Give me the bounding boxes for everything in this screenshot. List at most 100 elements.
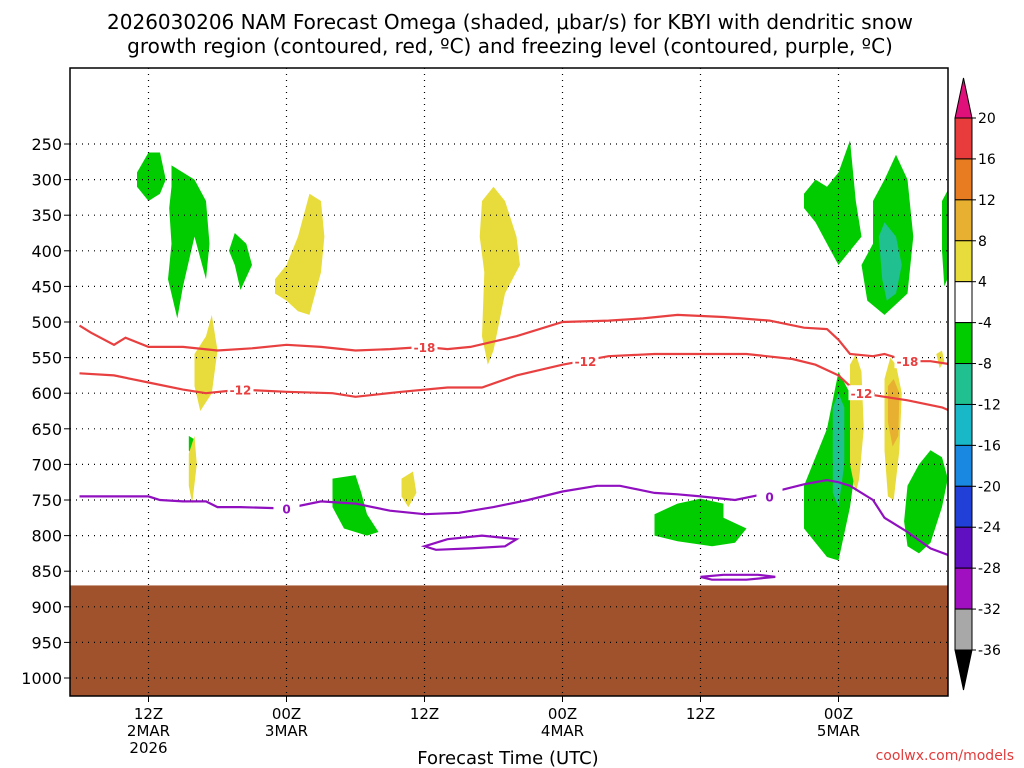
omega-strong-ascent-region-0 xyxy=(878,222,902,301)
omega-strong-ascent-region-1 xyxy=(832,393,845,508)
colorbar-label-9: -20 xyxy=(978,479,1001,495)
x-tick-label-12-1: 2MAR xyxy=(127,722,170,740)
omega-ascent-region-1 xyxy=(168,165,210,319)
colorbar-top-arrow xyxy=(954,77,973,119)
omega-ascent-region-7 xyxy=(804,140,862,265)
omega-descent-region-0 xyxy=(194,314,218,411)
x-tick-label-24-0: 00Z xyxy=(272,705,301,723)
colorbar-box-7 xyxy=(954,403,973,446)
y-tick-label-500: 500 xyxy=(31,313,62,332)
y-tick-label-800: 800 xyxy=(31,527,62,546)
colorbar-box-2 xyxy=(954,199,973,242)
x-tick-label-48-1: 4MAR xyxy=(541,722,584,740)
y-tick-label-950: 950 xyxy=(31,633,62,652)
terrain-fill xyxy=(70,585,948,696)
y-tick-label-700: 700 xyxy=(31,455,62,474)
colorbar-box-11 xyxy=(954,567,973,610)
dendritic-lower-contour xyxy=(79,352,948,412)
omega-descent-region-5 xyxy=(850,354,864,493)
chart-title-line-1: 2026030206 NAM Forecast Omega (shaded, μ… xyxy=(107,10,913,34)
freezing-level-label-1: 0 xyxy=(765,490,773,504)
y-tick-label-400: 400 xyxy=(31,242,62,261)
dendritic-upper-label-bg-0 xyxy=(411,338,438,354)
colorbar-box-9 xyxy=(954,485,973,528)
colorbar-label-3: 8 xyxy=(978,234,987,250)
y-tick-label-750: 750 xyxy=(31,491,62,510)
y-tick-label-300: 300 xyxy=(31,171,62,190)
freezing-level-contour xyxy=(79,478,948,557)
y-tick-label-850: 850 xyxy=(31,562,62,581)
omega-descent-region-4 xyxy=(479,186,520,365)
colorbar-box-4 xyxy=(954,281,973,324)
omega-strong-descent-region-0 xyxy=(887,379,900,447)
y-tick-label-600: 600 xyxy=(31,384,62,403)
omega-ascent-region-2 xyxy=(229,233,252,290)
colorbar-label-10: -24 xyxy=(978,520,1001,536)
colorbar-box-8 xyxy=(954,444,973,487)
omega-ascent-region-10 xyxy=(804,371,856,561)
freezing-loop-1 xyxy=(700,573,776,581)
x-axis-title: Forecast Time (UTC) xyxy=(417,748,598,768)
dendritic-upper-label-0: -18 xyxy=(414,341,436,355)
colorbar-box-5 xyxy=(954,322,973,365)
y-tick-label-350: 350 xyxy=(31,206,62,225)
x-tick-label-60-0: 12Z xyxy=(686,705,715,723)
colorbar-label-13: -36 xyxy=(978,643,1001,659)
x-tick-label-36-0: 12Z xyxy=(410,705,439,723)
omega-descent-region-8 xyxy=(936,350,945,369)
freezing-level-label-bg-1 xyxy=(756,488,783,504)
dendritic-upper-label-1: -18 xyxy=(897,355,919,369)
x-tick-label-72-0: 00Z xyxy=(824,705,853,723)
x-tick-label-12-0: 12Z xyxy=(134,705,163,723)
omega-strong-ascent-region-2 xyxy=(977,422,994,522)
y-tick-label-450: 450 xyxy=(31,277,62,296)
x-tick-label-48-0: 00Z xyxy=(548,705,577,723)
omega-descent-region-3 xyxy=(401,471,417,508)
freezing-level-label-bg-0 xyxy=(273,500,300,516)
colorbar-label-0: 20 xyxy=(978,111,996,127)
colorbar-box-0 xyxy=(954,117,973,160)
y-tick-label-550: 550 xyxy=(31,349,62,368)
colorbar-box-1 xyxy=(954,158,973,201)
colorbar-label-7: -12 xyxy=(978,397,1001,413)
y-tick-label-900: 900 xyxy=(31,598,62,617)
colorbar-box-6 xyxy=(954,363,973,405)
colorbar-box-3 xyxy=(954,240,973,283)
dendritic-upper-contour xyxy=(78,313,948,365)
omega-descent-region-1 xyxy=(188,435,197,504)
y-tick-label-1000: 1000 xyxy=(21,669,62,688)
colorbar-label-5: -4 xyxy=(978,316,992,332)
dendritic-lower-label-0: -12 xyxy=(230,384,252,398)
omega-descent-region-2 xyxy=(275,193,325,315)
dendritic-lower-label-2: -12 xyxy=(851,387,873,401)
omega-ascent-region-6 xyxy=(654,498,747,547)
freezing-level-label-0: 0 xyxy=(282,503,290,517)
colorbar-label-11: -28 xyxy=(978,561,1001,577)
dendritic-upper-label-bg-1 xyxy=(894,353,921,369)
plot-frame xyxy=(69,67,949,697)
omega-ascent-region-0 xyxy=(137,152,166,201)
x-tick-label-12-2: 2026 xyxy=(129,739,167,757)
plot-area: -18 -18 -12 -12 -12 0 0 xyxy=(70,68,994,696)
credit-text[interactable]: coolwx.com/models xyxy=(876,748,1014,764)
omega-ascent-region-9 xyxy=(942,189,948,287)
omega-ascent-region-11 xyxy=(904,450,948,554)
colorbar-bottom-arrow xyxy=(954,649,973,691)
colorbar-label-4: 4 xyxy=(978,275,987,291)
colorbar-label-8: -16 xyxy=(978,438,1001,454)
y-tick-label-650: 650 xyxy=(31,420,62,439)
omega-ascent-region-5 xyxy=(332,475,379,536)
colorbar-box-10 xyxy=(954,526,973,569)
colorbar-label-12: -32 xyxy=(978,602,1001,618)
dendritic-lower-label-bg-2 xyxy=(848,385,875,401)
freezing-loop-0 xyxy=(420,534,520,551)
dendritic-lower-label-bg-0 xyxy=(227,381,254,397)
colorbar-label-2: 12 xyxy=(978,193,996,209)
chart-title-line-2: growth region (contoured, red, ºC) and f… xyxy=(127,34,893,58)
x-tick-label-72-1: 5MAR xyxy=(817,722,860,740)
y-tick-label-250: 250 xyxy=(31,135,62,154)
dendritic-lower-label-bg-1 xyxy=(572,353,599,369)
colorbar-label-1: 16 xyxy=(978,152,996,168)
colorbar-box-12 xyxy=(954,608,973,651)
dendritic-lower-label-1: -12 xyxy=(575,355,597,369)
